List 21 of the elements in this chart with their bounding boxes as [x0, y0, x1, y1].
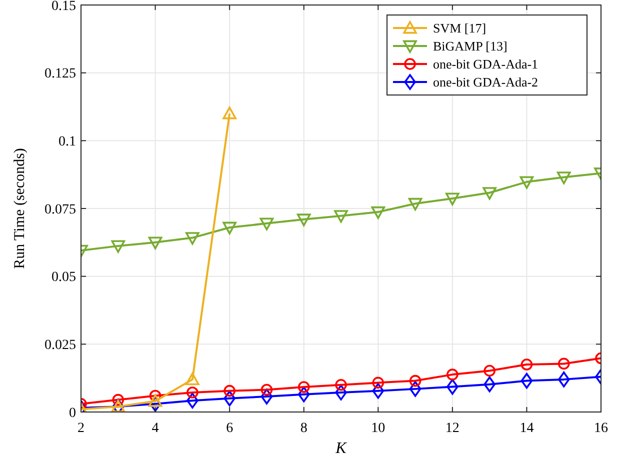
y-tick-label: 0.1 [58, 134, 76, 150]
x-tick-label: 14 [520, 421, 534, 436]
y-tick-label: 0 [69, 406, 76, 421]
legend-label: BiGAMP [13] [433, 38, 508, 54]
y-tick-label: 0.125 [44, 66, 76, 82]
x-tick-label: 12 [445, 421, 460, 436]
y-tick-label: 0.025 [44, 338, 76, 354]
x-tick-label: 2 [78, 421, 84, 436]
legend-label: one-bit GDA-Ada-1 [433, 56, 538, 72]
x-tick-label: 6 [226, 421, 234, 436]
y-axis-title: Run Time (seconds) [12, 148, 28, 269]
y-tick-label: 0.15 [52, 0, 76, 14]
x-tick-label: 4 [152, 421, 159, 436]
legend-label: SVM [17] [433, 20, 486, 36]
legend-label: one-bit GDA-Ada-2 [433, 74, 538, 90]
x-tick-label: 10 [371, 421, 386, 436]
x-tick-label: 16 [594, 421, 608, 436]
y-tick-label: 0.05 [52, 270, 76, 286]
x-tick-label: 8 [300, 421, 308, 436]
x-axis-title: K [334, 440, 348, 457]
y-tick-label: 0.075 [44, 202, 76, 218]
